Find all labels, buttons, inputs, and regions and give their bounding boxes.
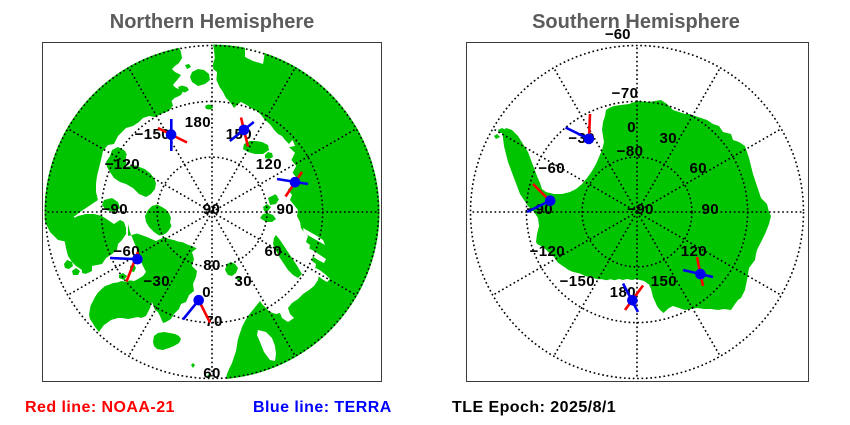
svg-text:120: 120 bbox=[256, 156, 282, 173]
svg-text:−150: −150 bbox=[135, 126, 170, 143]
svg-text:−90: −90 bbox=[627, 201, 654, 218]
svg-text:−60: −60 bbox=[538, 160, 565, 177]
svg-text:0: 0 bbox=[627, 119, 636, 136]
svg-text:−90: −90 bbox=[526, 201, 553, 218]
svg-text:90: 90 bbox=[277, 201, 295, 218]
svg-text:150: 150 bbox=[651, 273, 677, 290]
svg-text:−80: −80 bbox=[617, 143, 644, 160]
svg-text:60: 60 bbox=[690, 160, 708, 177]
svg-text:0: 0 bbox=[202, 284, 211, 301]
svg-text:30: 30 bbox=[235, 273, 253, 290]
svg-text:30: 30 bbox=[660, 130, 678, 147]
svg-text:90: 90 bbox=[702, 201, 720, 218]
svg-text:−120: −120 bbox=[530, 243, 565, 260]
svg-text:120: 120 bbox=[681, 243, 707, 260]
svg-text:60: 60 bbox=[265, 243, 283, 260]
svg-text:−150: −150 bbox=[560, 273, 595, 290]
svg-text:−120: −120 bbox=[105, 156, 140, 173]
svg-text:−70: −70 bbox=[612, 85, 639, 102]
svg-text:90: 90 bbox=[203, 201, 221, 218]
svg-text:−60: −60 bbox=[113, 243, 140, 260]
svg-text:−90: −90 bbox=[101, 201, 128, 218]
svg-text:80: 80 bbox=[203, 257, 221, 274]
svg-text:60: 60 bbox=[203, 365, 221, 381]
svg-text:−30: −30 bbox=[143, 273, 170, 290]
svg-text:180: 180 bbox=[185, 114, 211, 131]
svg-text:70: 70 bbox=[205, 313, 223, 330]
